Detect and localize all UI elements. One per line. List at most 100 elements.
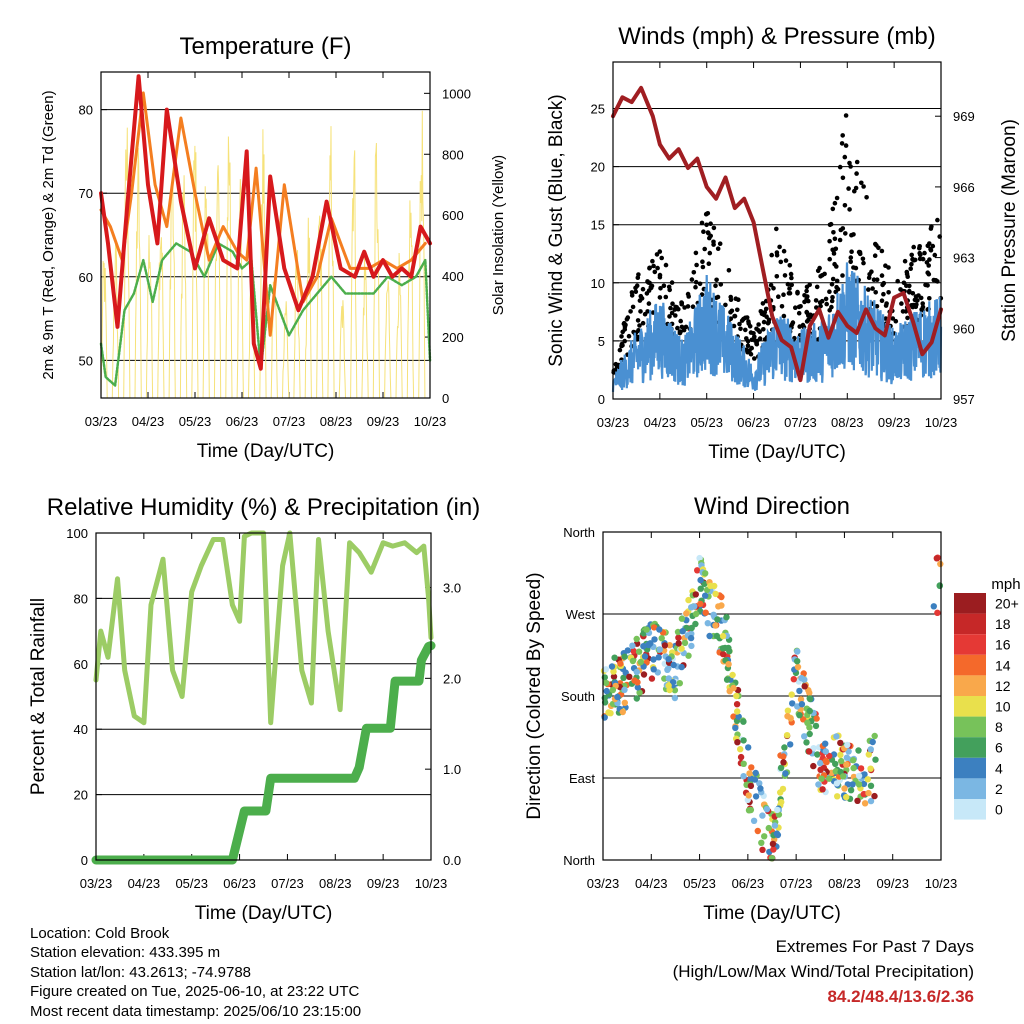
direction-point [715,603,722,610]
gust-point [917,250,922,256]
gust-point [640,320,646,326]
x-tick-label: 06/23 [737,415,770,430]
gust-point [622,327,628,332]
gust-point [842,154,848,160]
gust-point [637,298,643,303]
direction-point [757,785,764,792]
station-location: Location: Cold Brook [30,925,170,942]
direction-point [833,733,840,740]
panel-temperature: Temperature (F) Time (Day/UTC) 03/23 04/23 0… [40,33,507,462]
direction-point [636,689,643,696]
gust-point [879,298,885,304]
y2-tick-label: 1.0 [443,762,461,777]
gust-point [843,143,849,148]
direction-point [871,792,878,800]
direction-point [855,772,863,780]
temperature-2m-series [99,74,432,371]
extremes-panel: Extremes For Past 7 Days (High/Low/Max W… [673,934,974,1009]
gust-point [898,287,903,292]
direction-point [814,751,821,758]
direction-point [665,675,672,682]
gust-point [843,231,848,236]
gust-point [857,251,863,257]
gust-point [829,281,835,287]
gust-point [879,273,885,278]
direction-point [832,760,839,768]
gust-point [736,297,741,303]
gust-point [717,241,723,246]
direction-point [777,764,785,771]
gust-point [911,258,917,263]
gust-point [757,336,763,341]
direction-point [704,620,711,627]
gust-point [804,310,810,316]
gust-point [657,295,663,300]
gust-point [827,222,833,228]
gust-point [881,280,887,286]
legend-label: 8 [995,719,1003,735]
gust-point [718,282,724,287]
direction-point [714,616,721,623]
gust-point [711,242,716,247]
gust-point [932,252,938,258]
gust-point [925,243,931,249]
direction-point [867,746,874,753]
legend-swatch [954,613,986,635]
gust-point [824,301,829,307]
gust-point [804,288,809,294]
direction-point [857,765,865,772]
direction-point [826,775,833,782]
direction-point [740,718,747,725]
gust-point [679,301,684,307]
gust-point [668,305,673,311]
gust-point [915,298,920,303]
direction-point [610,673,618,680]
direction-point [782,770,789,777]
gust-point [804,319,810,324]
plot-frame [612,61,942,400]
gust-point [871,277,877,283]
gust-point [715,246,721,251]
legend-label: 10 [995,699,1011,715]
x-tick-label: 09/23 [876,876,909,891]
x-tick-label: 10/23 [415,876,448,891]
x-tick-label: 08/23 [320,414,353,429]
direction-point [819,786,826,793]
gust-point [619,334,624,339]
gust-point [834,278,840,284]
direction-point [826,752,833,760]
gust-point [714,295,719,301]
gust-point [907,283,912,289]
gust-point [779,304,785,309]
gust-point [778,259,784,265]
direction-point [735,713,742,720]
direction-point [774,806,781,814]
direction-point [806,689,813,697]
direction-point [681,639,689,647]
x-tick-label: 03/23 [587,876,620,891]
gust-point [760,301,766,306]
direction-point [752,769,759,777]
direction-point [849,781,856,788]
x-tick-label: 03/23 [85,414,118,429]
gust-point [683,324,689,330]
direction-point [610,668,617,675]
direction-point [726,648,733,655]
gust-point [732,313,738,319]
direction-point [790,676,797,683]
gust-point [854,171,859,176]
direction-point [697,576,704,584]
gust-point [872,253,878,258]
direction-point [752,793,760,800]
gust-point [613,361,619,367]
gust-point [714,277,719,283]
direction-point [637,658,644,666]
gust-point [928,226,934,231]
direction-point [771,822,779,829]
gust-point [678,318,683,324]
direction-point [694,567,701,574]
legend-swatch [954,716,986,738]
direction-point [713,632,721,640]
gust-point [756,322,761,327]
